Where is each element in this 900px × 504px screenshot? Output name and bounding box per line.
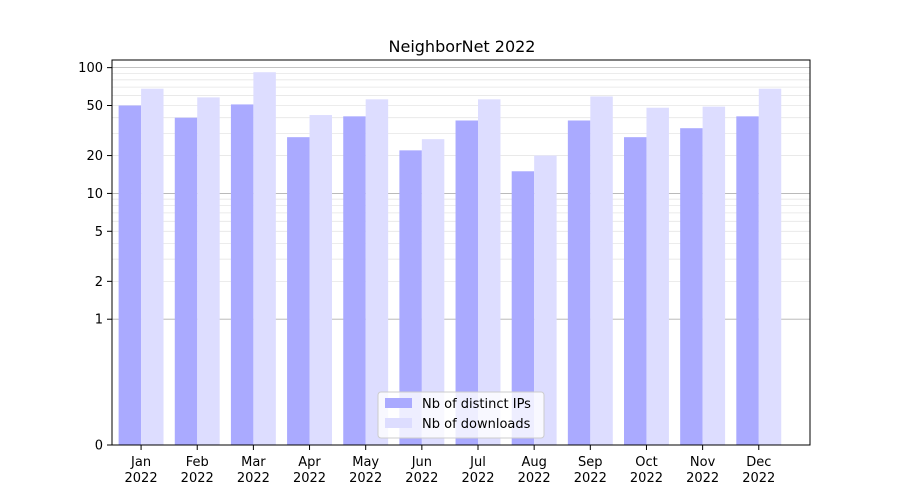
x-tick-label: Oct 2022 [630,455,663,486]
bar [141,88,164,446]
legend-label: Nb of downloads [422,417,531,432]
legend-label: Nb of distinct IPs [422,397,531,412]
bar [230,104,254,445]
x-tick-label: Aug 2022 [518,455,551,486]
x-tick-label: May 2022 [349,455,382,486]
bar [197,97,220,446]
x-tick-label: Jul 2022 [461,455,494,486]
bar [736,116,759,445]
bar [758,88,782,446]
bar [287,137,310,445]
x-tick-label: Feb 2022 [181,455,214,486]
y-tick-label: 10 [86,187,103,202]
legend-swatch [385,398,412,408]
bar [118,105,142,445]
bar [421,139,445,445]
bars [118,72,782,446]
bar [309,115,333,445]
plot-frame [111,59,811,446]
bar [646,107,669,445]
y-tick-label: 50 [86,99,103,114]
bar [680,128,703,446]
chart-title: NeighborNet 2022 [389,37,536,56]
y-tick-label: 5 [95,225,103,240]
legend-box [377,391,545,439]
bar [534,155,557,446]
y-tick-label: 20 [86,149,103,164]
bar [399,150,422,445]
bar [478,99,501,445]
bar [365,99,389,445]
bar [343,116,366,445]
bar [174,117,198,445]
x-tick-label: Sep 2022 [574,455,607,486]
x-tick-label: Jun 2022 [405,455,438,486]
bar [455,120,479,446]
bar [511,171,535,445]
y-tick-label: 2 [95,275,103,290]
bar [702,106,726,445]
legend-swatch [385,418,412,428]
bar [624,137,647,445]
bar [590,96,613,445]
y-tick-label: 1 [95,313,103,328]
bar [567,120,591,446]
bar [253,72,276,445]
x-tick-label: Nov 2022 [686,455,719,486]
axes: 0 1 2 5 10 20 50 100 Jan 2022 Feb 2022 Mar 2022 Apr 202… [78,59,811,486]
y-tick-label: 100 [78,61,103,76]
x-tick-label: Mar 2022 [237,455,270,486]
x-tick-label: Jan 2022 [125,455,158,486]
y-tick-label: 0 [95,439,103,454]
x-tick-label: Dec 2022 [742,455,775,486]
x-tick-label: Apr 2022 [293,455,326,486]
legend: Nb of distinct IPs Nb of downloads [377,391,545,439]
